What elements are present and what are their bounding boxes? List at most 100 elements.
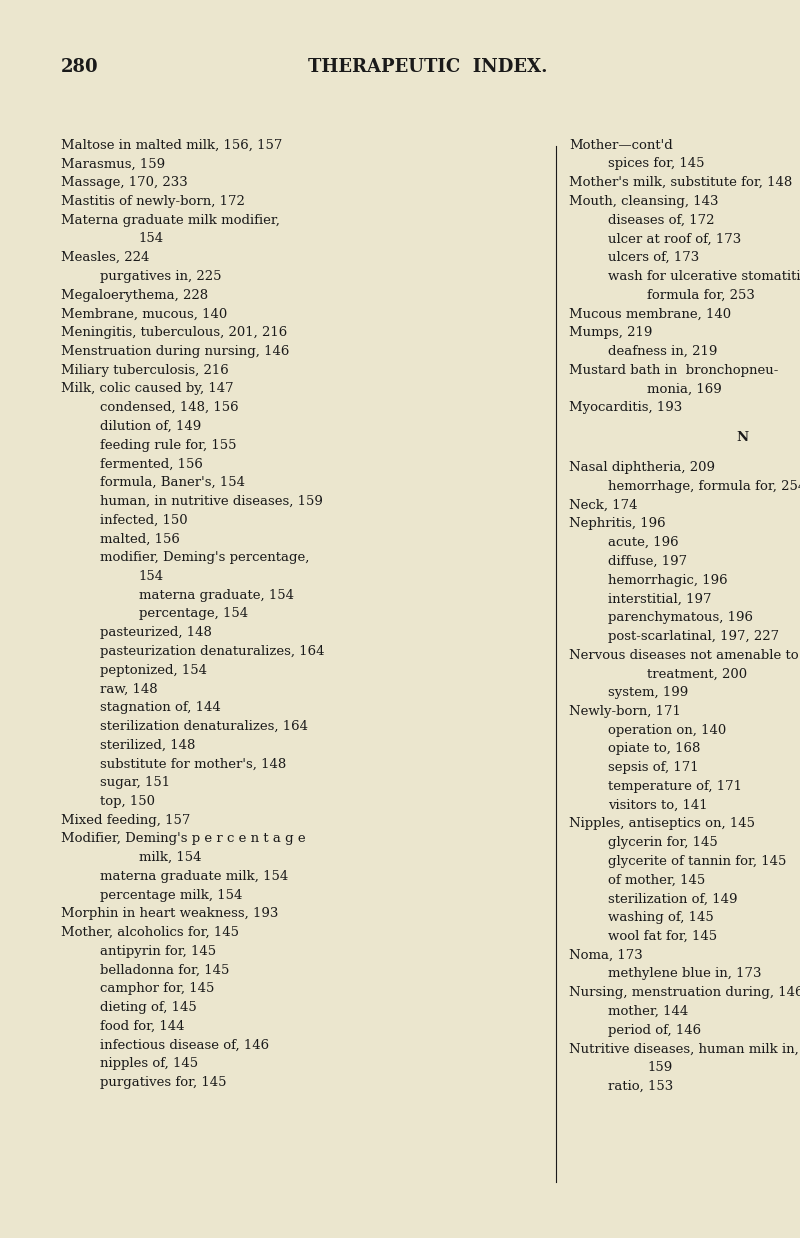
Text: Morphin in heart weakness, 193: Morphin in heart weakness, 193 xyxy=(61,907,278,920)
Text: nipples of, 145: nipples of, 145 xyxy=(100,1057,198,1071)
Text: materna graduate, 154: materna graduate, 154 xyxy=(139,588,294,602)
Text: Mixed feeding, 157: Mixed feeding, 157 xyxy=(61,813,190,827)
Text: infected, 150: infected, 150 xyxy=(100,514,188,526)
Text: sterilization denaturalizes, 164: sterilization denaturalizes, 164 xyxy=(100,719,308,733)
Text: THERAPEUTIC  INDEX.: THERAPEUTIC INDEX. xyxy=(308,58,547,77)
Text: sepsis of, 171: sepsis of, 171 xyxy=(608,761,699,774)
Text: purgatives for, 145: purgatives for, 145 xyxy=(100,1076,226,1089)
Text: Noma, 173: Noma, 173 xyxy=(570,948,643,962)
Text: Nursing, menstruation during, 146: Nursing, menstruation during, 146 xyxy=(570,987,800,999)
Text: treatment, 200: treatment, 200 xyxy=(647,667,747,681)
Text: system, 199: system, 199 xyxy=(608,686,689,699)
Text: operation on, 140: operation on, 140 xyxy=(608,724,726,737)
Text: stagnation of, 144: stagnation of, 144 xyxy=(100,701,221,714)
Text: peptonized, 154: peptonized, 154 xyxy=(100,664,207,677)
Text: Milk, colic caused by, 147: Milk, colic caused by, 147 xyxy=(61,383,234,395)
Text: 154: 154 xyxy=(139,569,164,583)
Text: Measles, 224: Measles, 224 xyxy=(61,251,150,264)
Text: glycerin for, 145: glycerin for, 145 xyxy=(608,836,718,849)
Text: sugar, 151: sugar, 151 xyxy=(100,776,170,789)
Text: Myocarditis, 193: Myocarditis, 193 xyxy=(570,401,682,415)
Text: visitors to, 141: visitors to, 141 xyxy=(608,799,708,812)
Text: human, in nutritive diseases, 159: human, in nutritive diseases, 159 xyxy=(100,495,323,508)
Text: Mother—cont'd: Mother—cont'd xyxy=(570,139,673,151)
Text: washing of, 145: washing of, 145 xyxy=(608,911,714,924)
Text: temperature of, 171: temperature of, 171 xyxy=(608,780,742,792)
Text: antipyrin for, 145: antipyrin for, 145 xyxy=(100,945,216,958)
Text: opiate to, 168: opiate to, 168 xyxy=(608,743,701,755)
Text: food for, 144: food for, 144 xyxy=(100,1020,185,1032)
Text: Maltose in malted milk, 156, 157: Maltose in malted milk, 156, 157 xyxy=(61,139,282,151)
Text: materna graduate milk, 154: materna graduate milk, 154 xyxy=(100,870,288,883)
Text: formula, Baner's, 154: formula, Baner's, 154 xyxy=(100,477,245,489)
Text: diseases of, 172: diseases of, 172 xyxy=(608,214,715,227)
Text: modifier, Deming's percentage,: modifier, Deming's percentage, xyxy=(100,551,310,565)
Text: spices for, 145: spices for, 145 xyxy=(608,157,705,171)
Text: Nutritive diseases, human milk in,: Nutritive diseases, human milk in, xyxy=(570,1042,799,1055)
Text: Nasal diphtheria, 209: Nasal diphtheria, 209 xyxy=(570,461,715,474)
Text: Membrane, mucous, 140: Membrane, mucous, 140 xyxy=(61,307,227,321)
Text: Meningitis, tuberculous, 201, 216: Meningitis, tuberculous, 201, 216 xyxy=(61,326,287,339)
Text: Mucous membrane, 140: Mucous membrane, 140 xyxy=(570,307,731,321)
Text: infectious disease of, 146: infectious disease of, 146 xyxy=(100,1039,269,1051)
Text: parenchymatous, 196: parenchymatous, 196 xyxy=(608,612,754,624)
Text: 154: 154 xyxy=(139,233,164,245)
Text: Massage, 170, 233: Massage, 170, 233 xyxy=(61,176,188,189)
Text: hemorrhage, formula for, 254: hemorrhage, formula for, 254 xyxy=(608,480,800,493)
Text: glycerite of tannin for, 145: glycerite of tannin for, 145 xyxy=(608,855,786,868)
Text: top, 150: top, 150 xyxy=(100,795,155,808)
Text: sterilization of, 149: sterilization of, 149 xyxy=(608,893,738,905)
Text: Mastitis of newly-born, 172: Mastitis of newly-born, 172 xyxy=(61,194,245,208)
Text: fermented, 156: fermented, 156 xyxy=(100,457,203,470)
Text: milk, 154: milk, 154 xyxy=(139,851,202,864)
Text: monia, 169: monia, 169 xyxy=(647,383,722,395)
Text: Materna graduate milk modifier,: Materna graduate milk modifier, xyxy=(61,214,280,227)
Text: Nephritis, 196: Nephritis, 196 xyxy=(570,517,666,530)
Text: wool fat for, 145: wool fat for, 145 xyxy=(608,930,718,943)
Text: pasteurization denaturalizes, 164: pasteurization denaturalizes, 164 xyxy=(100,645,325,657)
Text: pasteurized, 148: pasteurized, 148 xyxy=(100,626,212,639)
Text: of mother, 145: of mother, 145 xyxy=(608,874,706,886)
Text: acute, 196: acute, 196 xyxy=(608,536,679,550)
Text: raw, 148: raw, 148 xyxy=(100,682,158,696)
Text: malted, 156: malted, 156 xyxy=(100,532,180,546)
Text: condensed, 148, 156: condensed, 148, 156 xyxy=(100,401,238,415)
Text: deafness in, 219: deafness in, 219 xyxy=(608,345,718,358)
Text: Mouth, cleansing, 143: Mouth, cleansing, 143 xyxy=(570,194,719,208)
Text: Marasmus, 159: Marasmus, 159 xyxy=(61,157,166,171)
Text: dilution of, 149: dilution of, 149 xyxy=(100,420,202,433)
Text: percentage milk, 154: percentage milk, 154 xyxy=(100,889,242,901)
Text: ratio, 153: ratio, 153 xyxy=(608,1080,674,1093)
Text: Neck, 174: Neck, 174 xyxy=(570,499,638,511)
Text: wash for ulcerative stomatitis,: wash for ulcerative stomatitis, xyxy=(608,270,800,282)
Text: percentage, 154: percentage, 154 xyxy=(139,608,248,620)
Text: N: N xyxy=(736,431,748,444)
Text: sterilized, 148: sterilized, 148 xyxy=(100,739,195,751)
Text: substitute for mother's, 148: substitute for mother's, 148 xyxy=(100,758,286,770)
Text: Modifier, Deming's p e r c e n t a g e: Modifier, Deming's p e r c e n t a g e xyxy=(61,832,306,846)
Text: belladonna for, 145: belladonna for, 145 xyxy=(100,963,230,977)
Text: period of, 146: period of, 146 xyxy=(608,1024,702,1036)
Text: feeding rule for, 155: feeding rule for, 155 xyxy=(100,438,237,452)
Text: Nipples, antiseptics on, 145: Nipples, antiseptics on, 145 xyxy=(570,817,755,831)
Text: Miliary tuberculosis, 216: Miliary tuberculosis, 216 xyxy=(61,364,229,376)
Text: Mother, alcoholics for, 145: Mother, alcoholics for, 145 xyxy=(61,926,239,940)
Text: ulcers of, 173: ulcers of, 173 xyxy=(608,251,699,264)
Text: camphor for, 145: camphor for, 145 xyxy=(100,983,214,995)
Text: Newly-born, 171: Newly-born, 171 xyxy=(570,704,682,718)
Text: Menstruation during nursing, 146: Menstruation during nursing, 146 xyxy=(61,345,290,358)
Text: ulcer at roof of, 173: ulcer at roof of, 173 xyxy=(608,233,742,245)
Text: post-scarlatinal, 197, 227: post-scarlatinal, 197, 227 xyxy=(608,630,779,643)
Text: interstitial, 197: interstitial, 197 xyxy=(608,592,712,605)
Text: methylene blue in, 173: methylene blue in, 173 xyxy=(608,967,762,980)
Text: dieting of, 145: dieting of, 145 xyxy=(100,1002,197,1014)
Text: 159: 159 xyxy=(647,1061,673,1075)
Text: Mumps, 219: Mumps, 219 xyxy=(570,326,653,339)
Text: 280: 280 xyxy=(61,58,98,77)
Text: purgatives in, 225: purgatives in, 225 xyxy=(100,270,222,282)
Text: hemorrhagic, 196: hemorrhagic, 196 xyxy=(608,573,728,587)
Text: mother, 144: mother, 144 xyxy=(608,1005,689,1018)
Text: Nervous diseases not amenable to: Nervous diseases not amenable to xyxy=(570,649,799,661)
Text: Megaloerythema, 228: Megaloerythema, 228 xyxy=(61,288,208,302)
Text: formula for, 253: formula for, 253 xyxy=(647,288,755,302)
